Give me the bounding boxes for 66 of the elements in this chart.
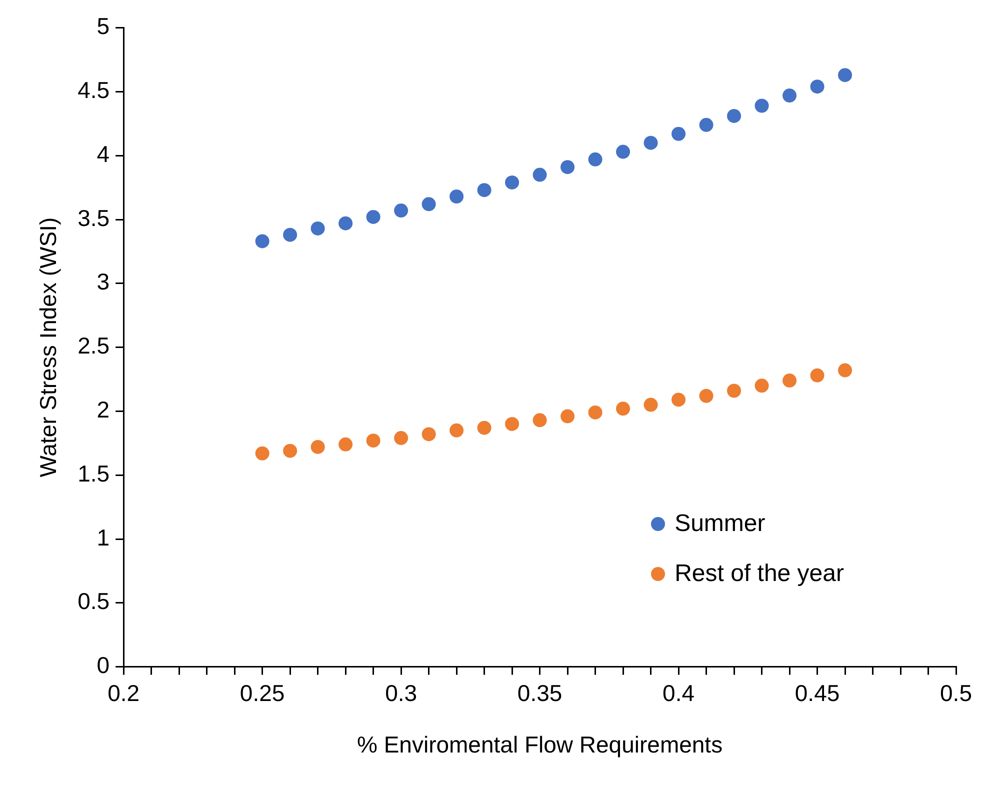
point <box>505 175 520 190</box>
y-tick-label: 1 <box>96 524 110 550</box>
point <box>560 160 575 174</box>
point <box>255 234 270 248</box>
y-tick-label: 4.5 <box>78 77 110 104</box>
point <box>754 98 769 113</box>
point <box>422 197 436 212</box>
point <box>366 210 380 224</box>
point <box>727 384 742 398</box>
y-tick-label: 2 <box>96 396 110 423</box>
point <box>588 405 602 420</box>
x-tick-label: 0.25 <box>240 680 285 706</box>
x-tick-label: 0.35 <box>517 680 562 706</box>
point <box>450 423 464 438</box>
point <box>505 416 520 431</box>
point <box>672 126 686 141</box>
point <box>616 402 630 416</box>
point <box>338 437 353 452</box>
y-tick-label: 5 <box>96 13 110 40</box>
point <box>644 136 658 150</box>
point <box>255 446 270 460</box>
y-tick-label: 0 <box>96 652 110 678</box>
y-tick-label: 1.5 <box>78 460 110 486</box>
point <box>283 444 298 458</box>
point <box>838 68 852 82</box>
legend-label: Rest of the year <box>674 560 844 588</box>
point <box>394 431 408 446</box>
point <box>560 409 575 424</box>
point <box>450 189 464 204</box>
point <box>754 378 769 393</box>
y-tick-label: 0.5 <box>78 588 110 614</box>
x-axis-title: % Enviromental Flow Requirements <box>356 732 723 758</box>
x-tick-label: 0.3 <box>385 680 418 706</box>
point <box>699 388 714 403</box>
point <box>699 118 714 132</box>
point <box>394 204 408 218</box>
point <box>616 144 630 159</box>
x-tick-label: 0.5 <box>940 680 972 706</box>
point <box>782 88 797 103</box>
x-tick-label: 0.4 <box>662 680 695 706</box>
point <box>782 374 797 388</box>
point <box>338 216 353 230</box>
point <box>422 427 436 442</box>
point <box>477 420 492 435</box>
point <box>727 108 742 123</box>
point <box>310 440 325 454</box>
y-tick-label: 4 <box>96 140 110 167</box>
x-tick-label: 0.2 <box>108 680 140 706</box>
point <box>532 168 547 182</box>
point <box>310 221 325 236</box>
point <box>477 183 492 198</box>
point <box>532 413 547 428</box>
legend-label: Summer <box>674 510 766 538</box>
y-tick-label: 2.5 <box>78 332 110 359</box>
x-tick-label: 0.45 <box>794 680 840 706</box>
point <box>838 363 852 378</box>
y-tick-label: 3.5 <box>78 204 110 231</box>
point <box>366 434 380 448</box>
point <box>672 392 686 407</box>
point <box>283 228 298 242</box>
point <box>810 368 824 382</box>
y-axis-title: Water Stress Index (WSI) <box>35 217 62 478</box>
point <box>588 152 602 166</box>
point <box>644 398 658 412</box>
point <box>810 80 824 94</box>
y-tick-label: 3 <box>96 268 110 295</box>
